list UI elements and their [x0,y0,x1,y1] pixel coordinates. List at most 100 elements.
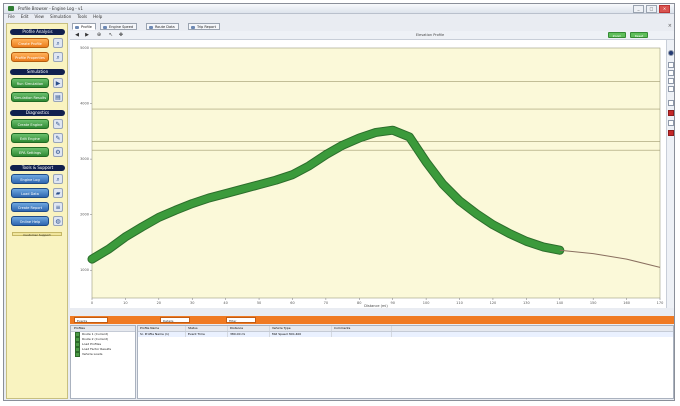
reset-button[interactable]: Reset [630,32,648,38]
tree-item[interactable]: Load Factor Results [71,347,135,352]
node-icon [75,347,80,352]
tab-details[interactable]: Details [160,317,190,323]
zoom-out-icon[interactable] [668,70,674,76]
column-header[interactable]: Status [186,326,228,331]
flag-icon[interactable] [668,130,674,136]
run-icon[interactable]: ▶ [53,78,63,88]
tree-item[interactable]: Load Profiles [71,342,135,347]
zoom-icon[interactable]: ⊕ [96,32,102,38]
elevation-chart[interactable]: 1000 2000 3000 4000 5000 0 10 20 30 40 50 60 70 80 90 1… [70,40,666,308]
search-icon[interactable]: ⌕ [53,174,63,184]
x-tick-label: 80 [357,301,361,305]
zoom-in-icon[interactable] [668,62,674,68]
tab-events[interactable]: Events [74,317,108,323]
column-header[interactable]: Comments [332,326,392,331]
folder-icon[interactable]: ▰ [53,188,63,198]
tab-engine-speed[interactable]: Engine Speed [100,23,138,30]
profile-properties-button[interactable]: Profile Properties [11,52,49,62]
magnifier-icon[interactable]: ⌕ [53,38,63,48]
report-icon[interactable]: ≡ [53,202,63,212]
zoom-button[interactable]: Zoom [608,32,626,38]
pan-icon[interactable]: ✥ [118,32,124,38]
close-tab-icon[interactable]: × [667,23,672,29]
chart-title: Elevation Profile [415,33,445,37]
tree-item-label: Route 2 (Current) [82,337,109,341]
chart-toolbar: ◀ ▶ ⊕ ↖ ✥ Elevation Profile Zoom Reset [70,31,674,40]
tree-item[interactable]: Route 2 (Current) [71,337,135,342]
x-tick-label: 160 [623,301,630,305]
chart-icon[interactable]: ▤ [53,92,63,102]
app-icon [8,6,14,11]
marker-icon[interactable] [668,110,674,116]
layer-icon[interactable] [668,100,674,106]
tree-item[interactable]: Route 1 (Current) [71,332,135,337]
customer-support-link[interactable]: Customer Support [12,232,62,237]
window-title: Profile Browser - Engine Log - v1 [18,6,83,11]
tree-item-label: Route 1 (Current) [82,332,109,336]
x-tick-label: 10 [123,301,127,305]
x-tick-label: 0 [91,301,93,305]
menu-view[interactable]: View [34,14,44,19]
y-tick-label: 2000 [80,213,89,217]
x-tick-label: 110 [456,301,463,305]
menu-file[interactable]: File [8,14,15,19]
create-report-button[interactable]: Create Report [11,202,49,212]
y-tick-label: 5000 [80,46,89,50]
tab-profile[interactable]: Profile [72,23,96,30]
gear-icon[interactable]: ⚙ [53,147,63,157]
tab-trip-report[interactable]: Trip Report [188,23,220,30]
menu-help[interactable]: Help [93,14,103,19]
column-header[interactable]: Profile Name [138,326,186,331]
globe-icon[interactable]: ◍ [53,216,63,226]
chart-area: 1000 2000 3000 4000 5000 0 10 20 30 40 50 60 70 80 90 1… [70,40,666,308]
table-cell: Event Time [186,332,228,337]
menu-tools[interactable]: Tools [77,14,88,19]
column-header[interactable]: Distance [228,326,270,331]
magnifier-icon[interactable]: ⌕ [53,52,63,62]
edit-engine-button[interactable]: Edit Engine [11,133,49,143]
table-row[interactable]: Sr. Profile Name (1) Event Time 380.00 m… [138,332,673,337]
maximize-button[interactable]: □ [646,5,657,13]
menu-simulation[interactable]: Simulation [49,14,72,19]
create-engine-profile-button[interactable]: Create Engine Profile [11,119,49,129]
x-tick-label: 120 [490,301,497,305]
y-tick-label: 1000 [80,268,89,272]
tree-item-label: Load Profiles [82,342,102,346]
x-tick-label: 50 [257,301,261,305]
menu-edit[interactable]: Edit [20,14,29,19]
online-help-button[interactable]: Online Help [11,216,49,226]
node-icon [75,352,80,357]
cursor-icon[interactable]: ↖ [108,32,114,38]
tab-filter[interactable]: Filter [226,317,256,323]
table-cell [332,332,392,337]
series-line-elevation [88,126,564,263]
tab-strip: Profile Engine Speed Route Data Trip Rep… [70,23,674,30]
tab-route-data[interactable]: Route Data [146,23,179,30]
y-tick-label: 3000 [80,157,89,161]
wrench-icon[interactable]: ✎ [53,119,63,129]
forward-icon[interactable]: ▶ [85,32,89,38]
x-tick-label: 60 [290,301,294,305]
simulation-results-button[interactable]: Simulation Results [11,92,49,102]
compass-icon[interactable] [668,50,674,56]
node-icon [75,337,80,342]
create-profile-button[interactable]: Create Profile [11,38,49,48]
column-header[interactable]: Vehicle Type [270,326,332,331]
x-tick-label: 30 [190,301,194,305]
load-data-button[interactable]: Load Data [11,188,49,198]
tree-header: Profiles [71,326,135,332]
section-header-simulation: Simulation [10,69,65,75]
run-simulation-button[interactable]: Run Simulation [11,78,49,88]
close-button[interactable]: × [659,5,670,13]
epa-settings-button[interactable]: EPA Settings [11,147,49,157]
bottom-panel-tabs: Events Details Filter [70,316,674,324]
tree-item[interactable]: Vehicle Loads [71,352,135,357]
engine-log-button[interactable]: Engine Log [11,174,49,184]
ruler-icon[interactable] [668,120,674,126]
fit-icon[interactable] [668,78,674,84]
back-icon[interactable]: ◀ [75,32,79,38]
grid-icon[interactable] [668,86,674,92]
minimize-button[interactable]: _ [633,5,644,13]
node-icon [75,332,80,337]
wrench-icon[interactable]: ✎ [53,133,63,143]
